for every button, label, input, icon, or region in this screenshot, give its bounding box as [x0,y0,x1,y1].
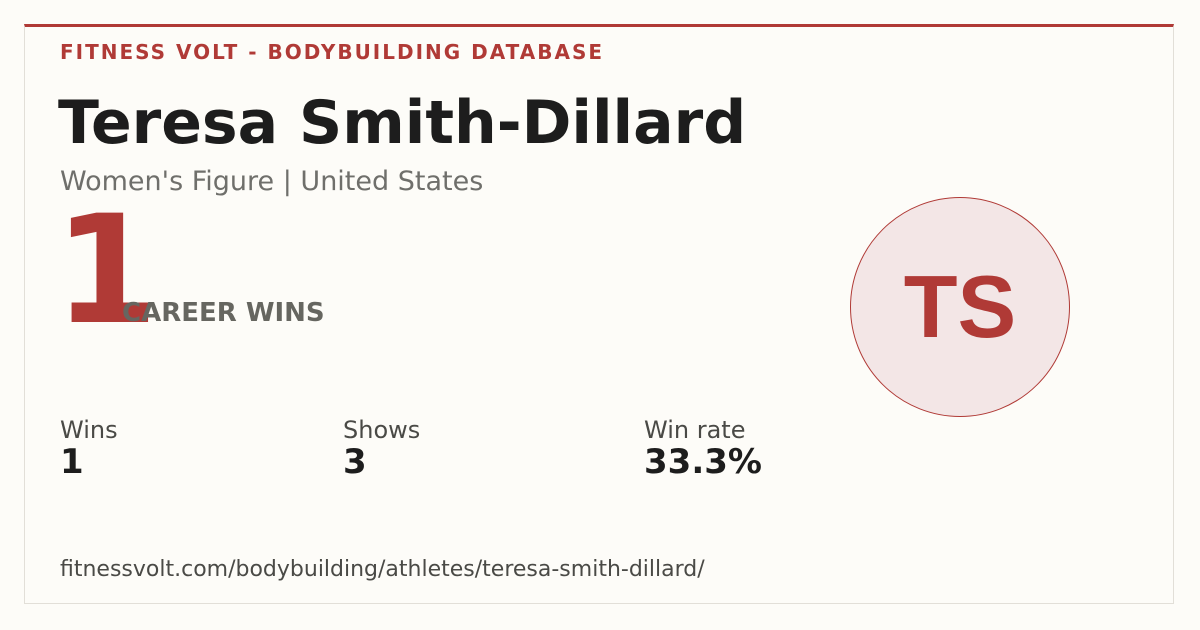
athlete-name: Teresa Smith-Dillard [58,88,747,158]
stat-label: Win rate [644,416,746,444]
subtitle: Women's Figure | United States [60,166,484,197]
url: fitnessvolt.com/bodybuilding/athletes/te… [60,557,705,582]
card [24,24,1174,604]
brand: FITNESS VOLT - BODYBUILDING DATABASE [60,40,605,64]
stat-value: 3 [343,442,367,482]
stat-value: 1 [60,442,84,482]
stat-label: Wins [60,416,118,444]
avatar: TS [850,197,1070,417]
highlight-label: CAREER WINS [122,298,325,328]
stat-label: Shows [343,416,421,444]
stat-value: 33.3% [644,442,762,482]
highlight-value: 1 [54,184,158,358]
